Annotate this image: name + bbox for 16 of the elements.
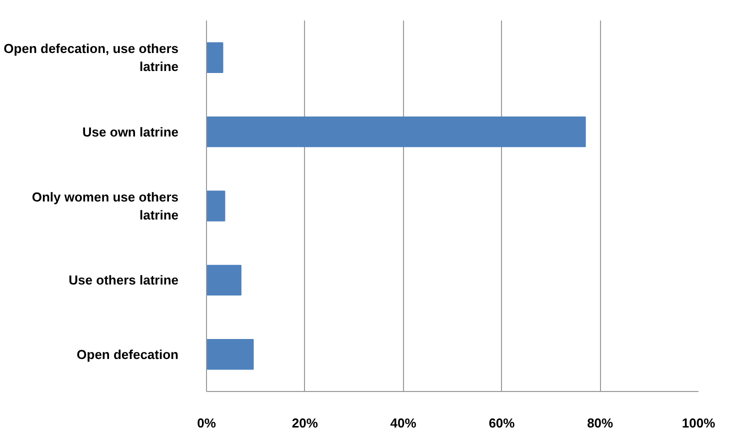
- y-tick-label: Only women use others latrine: [32, 190, 179, 222]
- x-tick-label: 20%: [292, 416, 318, 430]
- x-tick-label: 0%: [197, 416, 216, 430]
- x-tick-label: 100%: [682, 416, 716, 430]
- y-tick-label: Open defecation: [76, 346, 179, 362]
- bar: [206, 264, 242, 296]
- bar: [206, 190, 226, 222]
- x-tick-label: 40%: [390, 416, 417, 430]
- y-tick-label: Use own latrine: [82, 124, 178, 140]
- y-tick-label: Use others latrine: [68, 272, 179, 288]
- x-tick-label: 60%: [488, 416, 516, 430]
- bar: [206, 339, 254, 370]
- x-tick-label: 80%: [587, 416, 614, 430]
- y-tick-label: Open defecation, use others latrine: [4, 41, 179, 74]
- bar: [206, 42, 224, 73]
- bar: [206, 116, 586, 148]
